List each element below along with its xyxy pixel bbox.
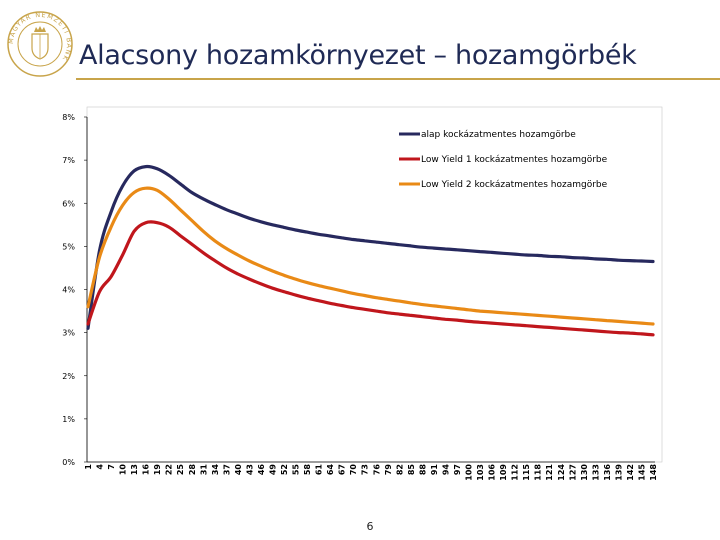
legend-label: Low Yield 1 kockázatmentes hozamgörbe: [421, 155, 608, 165]
x-tick-label: 73: [361, 464, 370, 475]
x-tick-label: 76: [372, 464, 381, 476]
x-tick-label: 16: [142, 464, 151, 476]
x-tick-label: 61: [315, 464, 324, 476]
x-tick-label: 4: [96, 464, 105, 470]
y-tick-label: 5%: [62, 242, 75, 251]
x-tick-label: 145: [637, 464, 646, 481]
x-tick-label: 37: [222, 464, 231, 475]
x-tick-label: 49: [268, 464, 277, 476]
plot-area: [86, 106, 663, 463]
x-tick-label: 25: [176, 464, 185, 476]
x-tick-label: 142: [626, 464, 635, 481]
x-tick-label: 28: [188, 464, 197, 476]
y-tick-label: 4%: [62, 286, 75, 295]
x-tick-label: 19: [153, 464, 162, 476]
x-tick-label: 55: [292, 464, 301, 476]
y-tick-label: 2%: [62, 372, 75, 381]
x-tick-label: 94: [441, 464, 450, 476]
x-tick-label: 82: [395, 464, 404, 475]
series-line-3: [86, 186, 655, 326]
x-tick-label: 130: [580, 464, 589, 481]
y-tick-label: 0%: [62, 458, 75, 467]
x-tick-label: 91: [430, 464, 439, 476]
x-tick-label: 139: [614, 464, 623, 481]
central-bank-seal-icon: MAGYAR NEMZETI BANK: [7, 11, 73, 77]
x-tick-label: 124: [557, 464, 566, 481]
x-tick-label: 115: [522, 464, 531, 481]
x-tick-label: 97: [453, 464, 462, 475]
x-tick-label: 46: [257, 464, 266, 476]
x-tick-label: 88: [418, 464, 427, 476]
x-tick-label: 31: [199, 464, 208, 476]
x-tick-label: 67: [338, 464, 347, 475]
x-tick-label: 7: [107, 464, 116, 470]
series-line-1: [86, 164, 655, 330]
x-tick-label: 43: [245, 464, 254, 475]
y-tick-label: 8%: [62, 113, 75, 122]
x-tick-label: 112: [511, 464, 520, 481]
x-tick-label: 133: [591, 464, 600, 481]
x-tick-label: 58: [303, 464, 312, 476]
legend-label: alap kockázatmentes hozamgörbe: [421, 130, 576, 140]
x-tick-label: 40: [234, 464, 243, 476]
x-tick-label: 85: [407, 464, 416, 476]
x-tick-label: 127: [568, 464, 577, 481]
x-tick-label: 22: [165, 464, 174, 475]
x-tick-label: 118: [534, 464, 543, 481]
series-line-2: [86, 220, 655, 337]
x-tick-label: 13: [130, 464, 139, 475]
x-tick-label: 100: [465, 464, 474, 481]
x-tick-label: 103: [476, 464, 485, 481]
y-tick-label: 1%: [62, 415, 75, 424]
x-tick-label: 1: [84, 464, 93, 470]
x-tick-label: 52: [280, 464, 289, 475]
y-tick-label: 6%: [62, 199, 75, 208]
y-tick-label: 7%: [62, 156, 75, 165]
x-tick-label: 64: [326, 464, 335, 476]
title-divider: [76, 78, 720, 80]
legend-label: Low Yield 2 kockázatmentes hozamgörbe: [421, 180, 608, 190]
x-tick-label: 106: [488, 464, 497, 481]
x-tick-label: 34: [211, 464, 220, 476]
x-tick-label: 148: [649, 464, 658, 481]
x-tick-label: 70: [349, 464, 358, 476]
x-tick-label: 136: [603, 464, 612, 481]
page-number: 6: [366, 520, 374, 533]
x-tick-label: 10: [119, 464, 128, 476]
x-tick-label: 79: [384, 464, 393, 476]
x-tick-label: 121: [545, 464, 554, 481]
y-tick-label: 3%: [62, 329, 75, 338]
x-tick-label: 109: [499, 464, 508, 481]
slide-title: Alacsony hozamkörnyezet – hozamgörbék: [79, 40, 637, 71]
